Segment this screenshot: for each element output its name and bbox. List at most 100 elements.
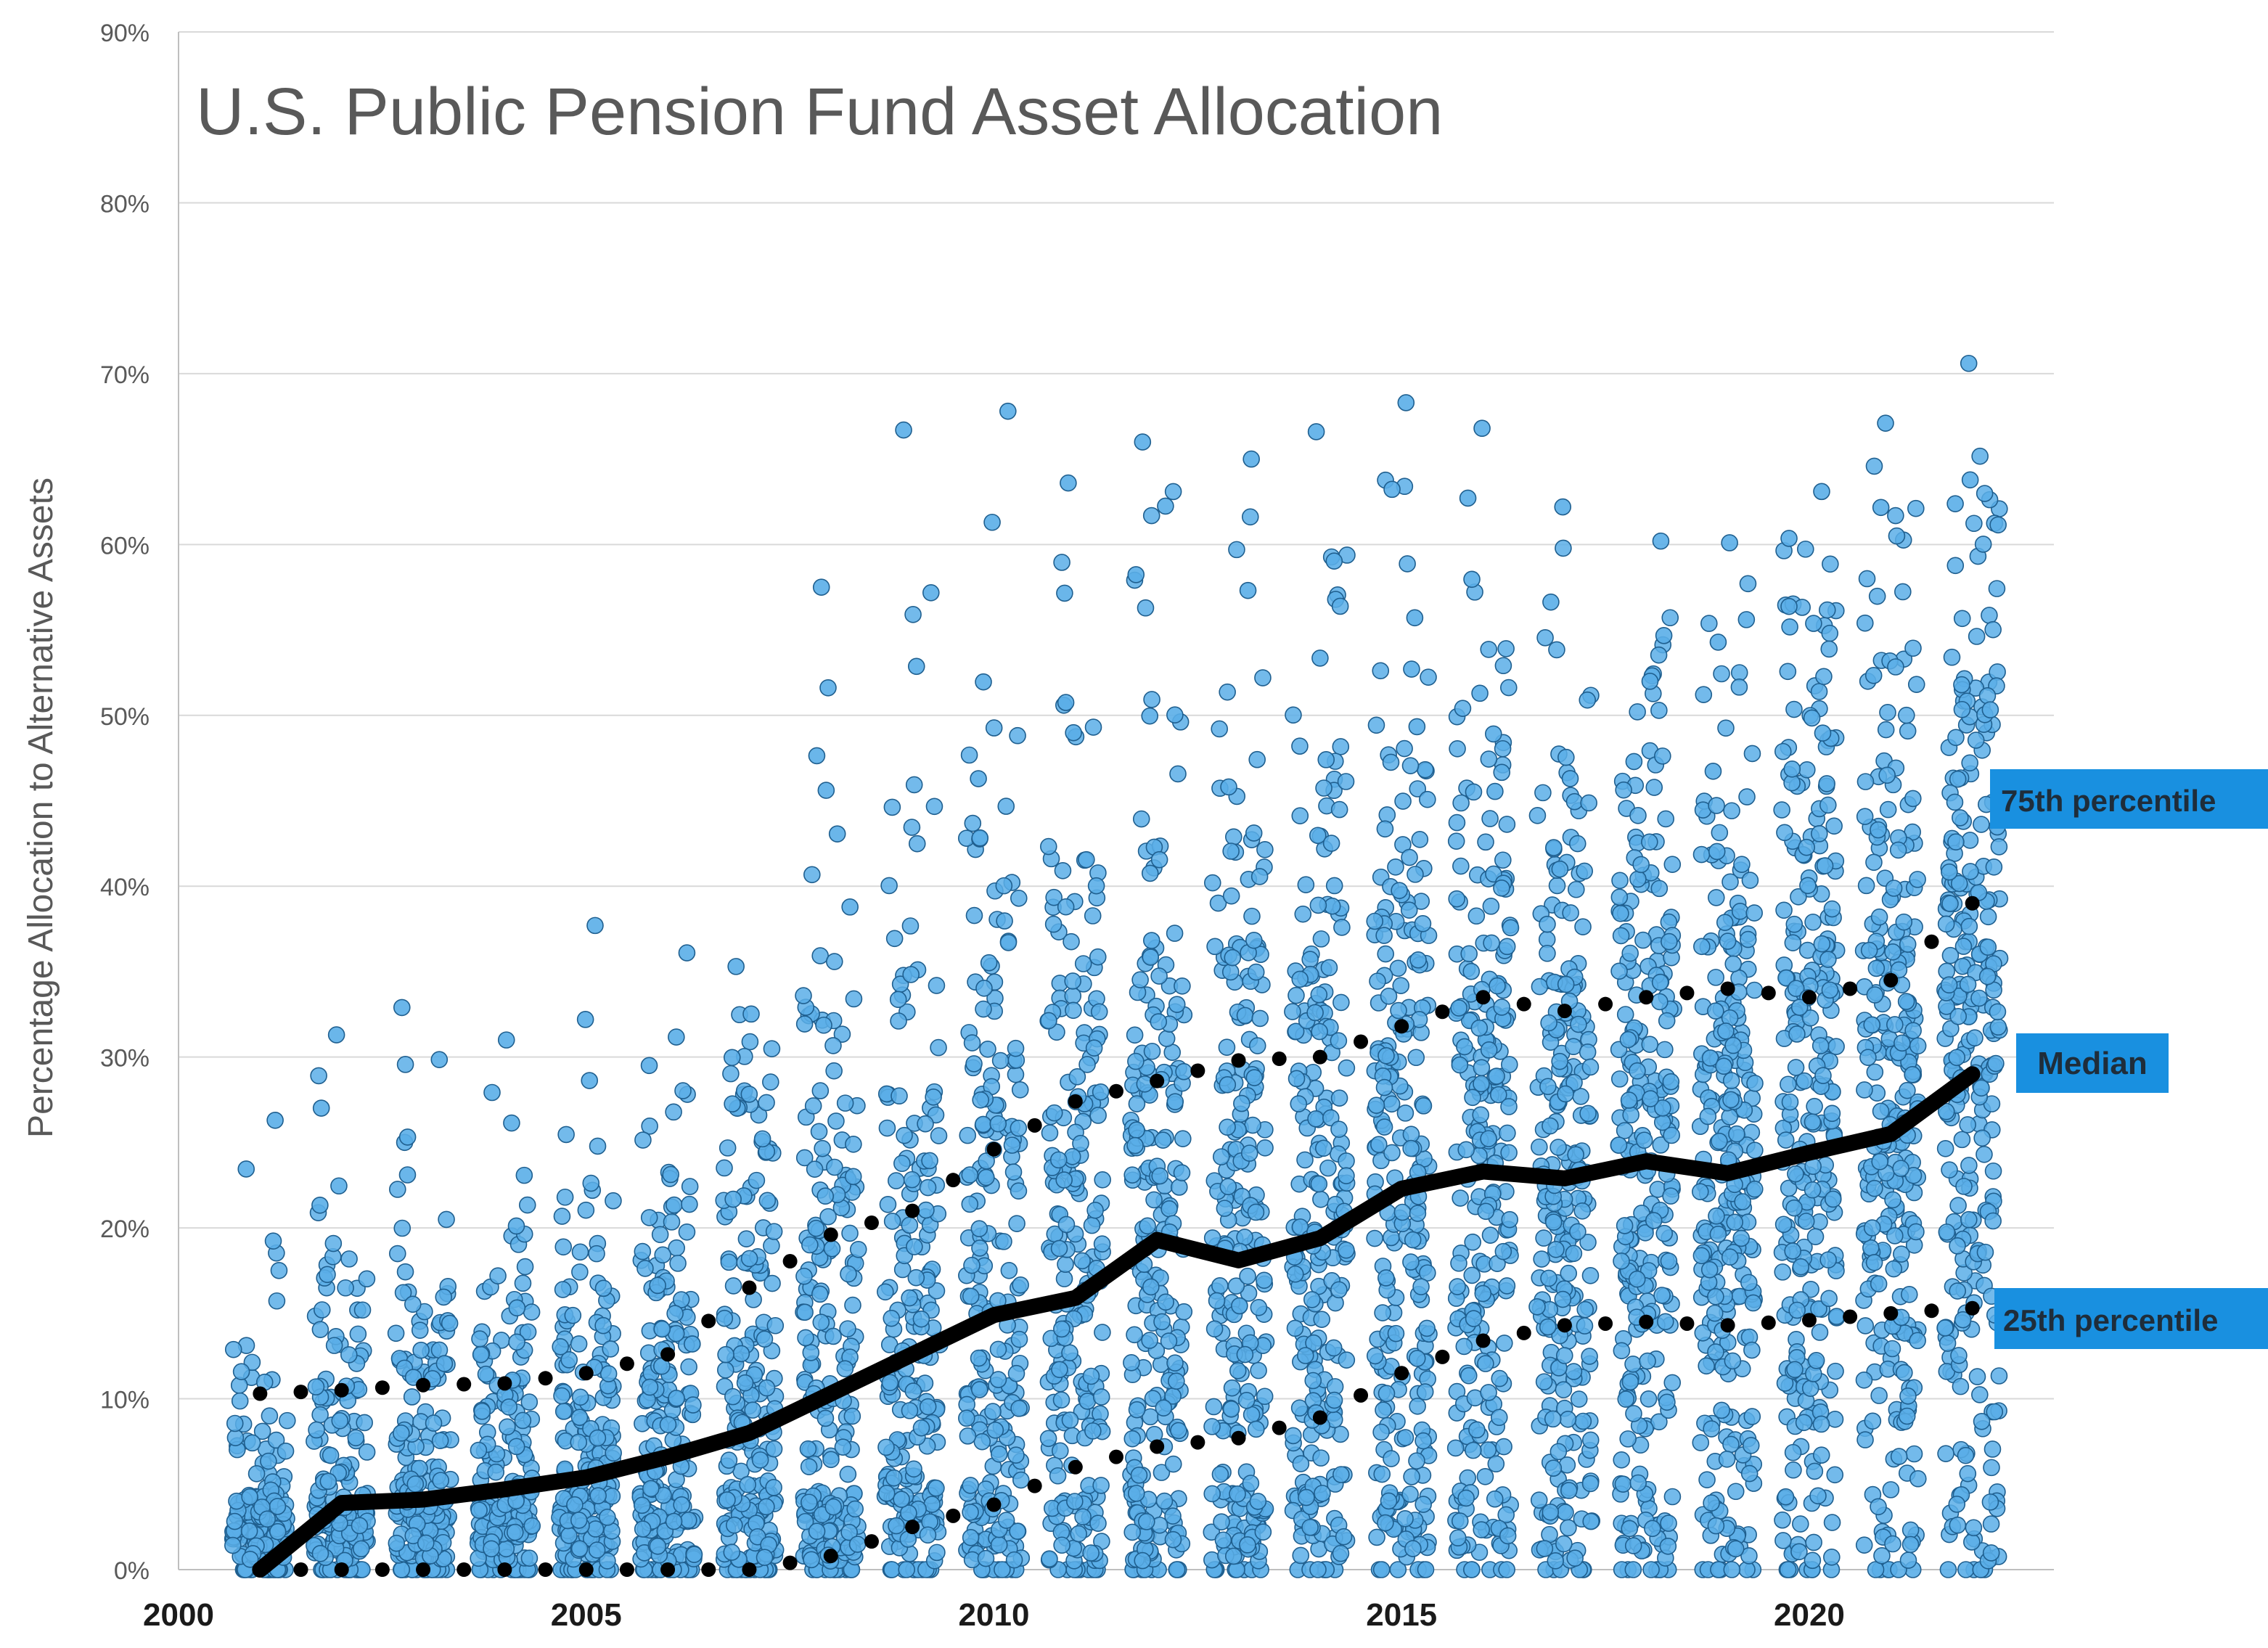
data-point	[1544, 839, 1563, 856]
data-point	[1456, 1038, 1473, 1056]
data-point	[877, 1485, 896, 1502]
data-point	[1464, 1089, 1481, 1107]
data-point	[1960, 1210, 1978, 1229]
data-point	[1249, 1493, 1267, 1510]
data-point	[833, 1025, 851, 1043]
data-point	[264, 1232, 282, 1250]
data-point	[1487, 1455, 1505, 1473]
data-point	[515, 1166, 533, 1184]
p25-dot	[1679, 1316, 1695, 1331]
data-point	[1212, 1148, 1230, 1165]
data-point	[411, 1321, 429, 1339]
data-point	[1089, 948, 1107, 966]
data-point	[654, 1246, 672, 1264]
data-point	[849, 1240, 867, 1258]
data-point	[393, 1219, 412, 1237]
data-point	[634, 1131, 652, 1149]
data-point	[1616, 1122, 1634, 1139]
data-point	[1399, 555, 1416, 573]
data-point	[1957, 1446, 1975, 1464]
label-25th-percentile-text: 25th percentile	[2003, 1303, 2218, 1337]
data-point	[1049, 1151, 1068, 1169]
data-point	[843, 1407, 861, 1425]
data-point	[1375, 1118, 1393, 1136]
data-point	[1330, 1089, 1348, 1107]
data-point	[393, 1424, 410, 1442]
data-point	[1243, 450, 1260, 468]
data-point	[267, 1431, 285, 1449]
data-point	[1390, 1001, 1407, 1020]
p75-dot	[1394, 1019, 1409, 1034]
data-point	[1060, 474, 1077, 492]
data-point	[1695, 686, 1713, 704]
data-point	[1610, 888, 1629, 906]
data-point	[1654, 1099, 1671, 1117]
data-point	[1325, 1339, 1343, 1357]
data-point	[1051, 1361, 1068, 1379]
data-point	[1128, 1401, 1146, 1419]
data-point	[1203, 1485, 1221, 1503]
data-point	[1820, 1290, 1838, 1308]
data-point	[1123, 1523, 1141, 1541]
data-point	[1739, 930, 1757, 948]
data-point	[1296, 1151, 1314, 1169]
data-point	[1615, 781, 1632, 799]
data-point	[1774, 1215, 1793, 1234]
data-point	[1446, 1439, 1465, 1457]
data-point	[1826, 1466, 1844, 1484]
p75-dot	[1598, 996, 1613, 1012]
data-point	[649, 1537, 667, 1555]
data-point	[1535, 1373, 1553, 1390]
data-point	[1806, 1228, 1825, 1245]
data-point	[430, 1051, 449, 1068]
data-point	[1893, 1245, 1910, 1263]
data-point	[1726, 1213, 1743, 1231]
data-point	[1539, 915, 1556, 933]
data-point	[1804, 913, 1822, 931]
p25-dot	[1720, 1318, 1735, 1333]
data-point	[1565, 1038, 1582, 1056]
data-point	[311, 1544, 329, 1562]
data-point	[1409, 1398, 1426, 1415]
data-point	[554, 1281, 572, 1298]
data-point	[1581, 1475, 1600, 1493]
data-point	[1092, 1388, 1110, 1406]
data-point	[649, 1276, 666, 1295]
data-point	[1727, 1483, 1745, 1501]
data-point	[1797, 1213, 1815, 1230]
data-point	[753, 1130, 771, 1148]
data-point	[1151, 1167, 1169, 1185]
data-point	[666, 1196, 683, 1214]
data-point	[1981, 701, 1999, 718]
data-point	[1819, 1251, 1837, 1268]
data-point	[1380, 987, 1398, 1005]
data-point	[1823, 1548, 1841, 1566]
data-point	[1298, 1488, 1315, 1506]
data-point	[1256, 841, 1274, 858]
data-point	[352, 1540, 370, 1558]
data-point	[417, 1534, 435, 1552]
data-point	[331, 1514, 348, 1532]
data-point	[1531, 977, 1549, 996]
data-point	[1286, 1319, 1304, 1337]
data-point	[1882, 1481, 1900, 1499]
data-point	[243, 1434, 261, 1452]
data-point	[1706, 1304, 1724, 1322]
p75-dot	[905, 1203, 920, 1218]
data-point	[1788, 1301, 1806, 1319]
data-point	[1128, 1121, 1145, 1139]
data-point	[1629, 807, 1647, 824]
data-point	[1982, 1515, 2000, 1533]
data-point	[520, 1549, 539, 1567]
data-point	[908, 835, 926, 853]
data-point	[1985, 858, 2003, 876]
data-point	[1703, 1494, 1720, 1512]
data-point	[744, 1401, 761, 1419]
data-point	[1542, 1504, 1560, 1521]
data-point	[441, 1314, 459, 1332]
data-point	[1632, 856, 1650, 874]
data-point	[1959, 1116, 1976, 1133]
data-point	[1807, 1352, 1825, 1369]
data-point	[1554, 1290, 1572, 1308]
data-point	[1957, 1561, 1975, 1578]
